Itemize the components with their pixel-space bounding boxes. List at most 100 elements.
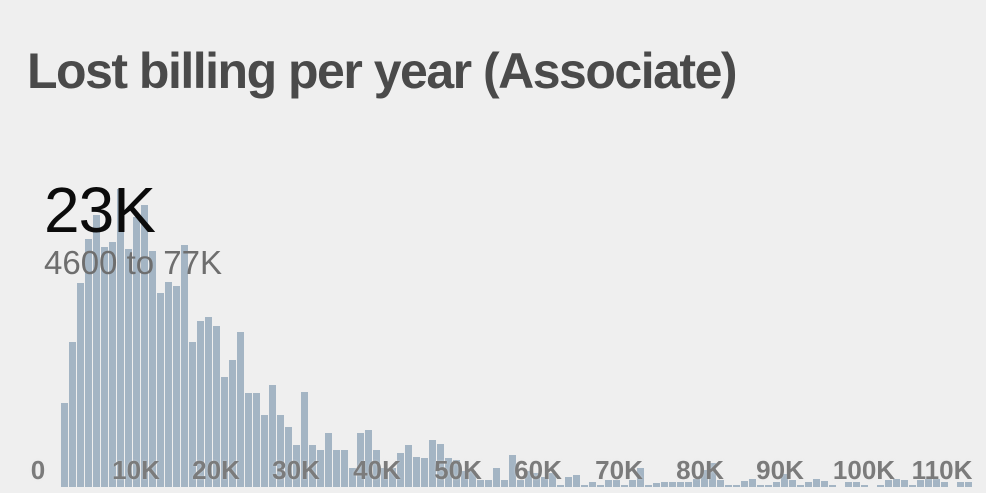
histogram-bar[interactable] [141, 205, 148, 487]
histogram-bar[interactable] [125, 249, 132, 487]
histogram-bar[interactable] [277, 415, 284, 487]
histogram-bar[interactable] [725, 485, 732, 487]
histogram-bar[interactable] [445, 458, 452, 487]
histogram-bar[interactable] [69, 342, 76, 487]
histogram-bar[interactable] [901, 480, 908, 487]
histogram-bar[interactable] [717, 480, 724, 487]
histogram-bar[interactable] [93, 215, 100, 487]
histogram-bar[interactable] [509, 455, 516, 487]
histogram-bar[interactable] [253, 393, 260, 487]
histogram-bar[interactable] [549, 473, 556, 487]
histogram-bar[interactable] [573, 475, 580, 487]
histogram-bar[interactable] [909, 485, 916, 487]
histogram-bar[interactable] [205, 317, 212, 487]
histogram-bar[interactable] [853, 482, 860, 487]
histogram-bar[interactable] [333, 450, 340, 487]
histogram-bar[interactable] [237, 332, 244, 487]
histogram-bar[interactable] [461, 471, 468, 487]
histogram-bar[interactable] [149, 251, 156, 487]
histogram-bar[interactable] [477, 480, 484, 487]
histogram-bar[interactable] [453, 460, 460, 487]
histogram-bar[interactable] [557, 485, 564, 487]
histogram-bar[interactable] [701, 470, 708, 487]
histogram-bar[interactable] [213, 326, 220, 487]
histogram-bar[interactable] [365, 430, 372, 487]
histogram-bar[interactable] [469, 471, 476, 487]
histogram-bar[interactable] [61, 403, 68, 487]
histogram-bar[interactable] [645, 485, 652, 487]
histogram-bar[interactable] [381, 468, 388, 487]
histogram-bar[interactable] [189, 342, 196, 487]
histogram-bar[interactable] [885, 480, 892, 487]
histogram-bar[interactable] [813, 479, 820, 487]
histogram-bar[interactable] [797, 485, 804, 487]
histogram-bar[interactable] [661, 482, 668, 487]
histogram-bar[interactable] [421, 458, 428, 487]
histogram-bar[interactable] [637, 468, 644, 487]
histogram-bar[interactable] [845, 482, 852, 487]
histogram-bar[interactable] [861, 485, 868, 487]
histogram-bar[interactable] [677, 482, 684, 487]
histogram-bar[interactable] [221, 377, 228, 487]
histogram-bar[interactable] [117, 189, 124, 487]
histogram-bar[interactable] [893, 479, 900, 487]
histogram-bar[interactable] [805, 482, 812, 487]
histogram-bar[interactable] [517, 480, 524, 487]
histogram-bar[interactable] [405, 445, 412, 487]
histogram-bar[interactable] [293, 445, 300, 487]
histogram-bar[interactable] [765, 485, 772, 487]
histogram-bar[interactable] [197, 321, 204, 487]
histogram-bar[interactable] [325, 433, 332, 487]
histogram-bar[interactable] [941, 482, 948, 487]
histogram-bar[interactable] [733, 485, 740, 487]
histogram-bar[interactable] [101, 247, 108, 487]
histogram-bar[interactable] [597, 485, 604, 487]
histogram-bar[interactable] [485, 480, 492, 487]
histogram-bar[interactable] [565, 477, 572, 487]
histogram-bar[interactable] [493, 468, 500, 487]
histogram-bar[interactable] [269, 385, 276, 487]
histogram-bar[interactable] [317, 450, 324, 487]
histogram-bar[interactable] [525, 471, 532, 487]
histogram-bar[interactable] [781, 474, 788, 487]
histogram-bar[interactable] [173, 286, 180, 487]
histogram-bar[interactable] [109, 242, 116, 487]
histogram-bar[interactable] [605, 480, 612, 487]
histogram-bar[interactable] [709, 463, 716, 487]
histogram-bar[interactable] [501, 480, 508, 487]
histogram-bar[interactable] [389, 468, 396, 487]
histogram-bar[interactable] [829, 485, 836, 487]
histogram-bar[interactable] [877, 485, 884, 487]
histogram-bar[interactable] [821, 481, 828, 487]
histogram-bar[interactable] [437, 444, 444, 487]
histogram-bar[interactable] [133, 217, 140, 487]
histogram-bar[interactable] [357, 433, 364, 487]
histogram-bar[interactable] [181, 245, 188, 487]
histogram-bar[interactable] [349, 468, 356, 487]
histogram-bar[interactable] [373, 450, 380, 487]
histogram-bar[interactable] [581, 485, 588, 487]
histogram-bar[interactable] [589, 482, 596, 487]
histogram-bar[interactable] [245, 393, 252, 487]
histogram-bar[interactable] [685, 482, 692, 487]
histogram-bar[interactable] [669, 482, 676, 487]
histogram-bar[interactable] [77, 283, 84, 487]
histogram-bar[interactable] [165, 282, 172, 487]
histogram-bar[interactable] [429, 440, 436, 487]
histogram-bar[interactable] [917, 480, 924, 487]
histogram-bar[interactable] [413, 457, 420, 487]
histogram-bar[interactable] [533, 473, 540, 487]
histogram-bar[interactable] [933, 479, 940, 487]
histogram-bar[interactable] [741, 481, 748, 487]
histogram-bar[interactable] [749, 479, 756, 487]
histogram-bar[interactable] [789, 480, 796, 487]
histogram-bar[interactable] [261, 415, 268, 487]
histogram-bar[interactable] [309, 445, 316, 487]
histogram-bar[interactable] [965, 482, 972, 487]
histogram-bar[interactable] [925, 479, 932, 487]
histogram-bar[interactable] [157, 293, 164, 487]
histogram-bar[interactable] [229, 360, 236, 487]
histogram-bar[interactable] [629, 480, 636, 487]
